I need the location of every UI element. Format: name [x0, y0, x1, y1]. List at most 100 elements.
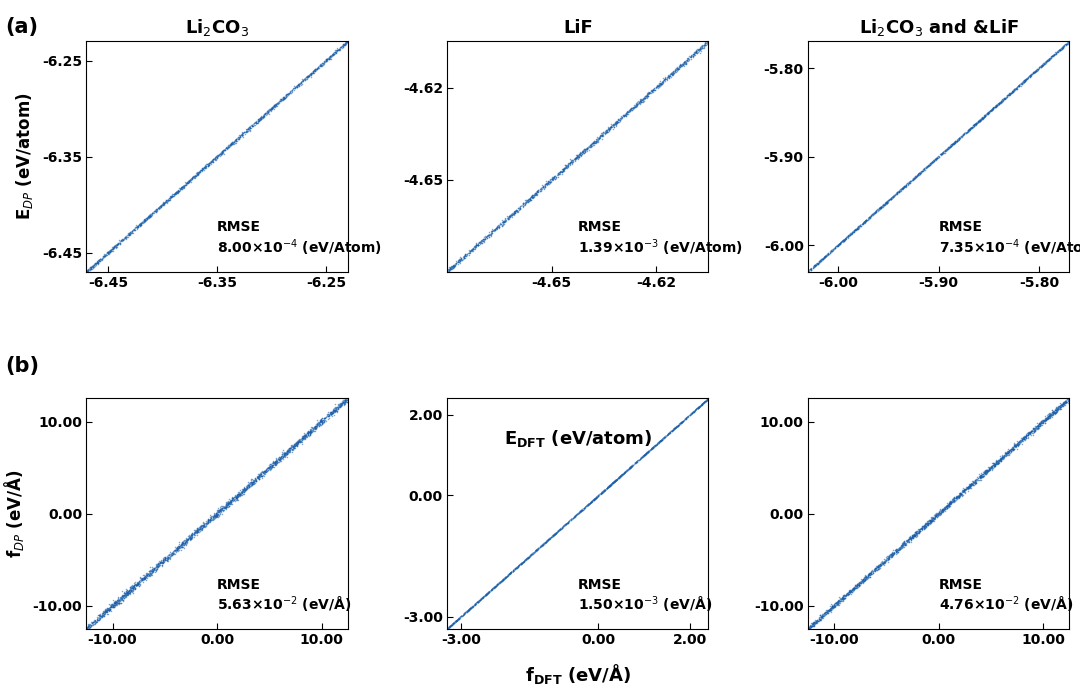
Point [811, 609, 828, 621]
Point [307, 423, 324, 434]
Point [999, 449, 1016, 460]
Point [507, 562, 524, 574]
Point [1009, 437, 1026, 448]
Point [471, 595, 488, 606]
Point [110, 592, 127, 603]
Point [231, 489, 248, 500]
Point [908, 529, 926, 540]
Point [190, 167, 207, 178]
Point [901, 178, 918, 189]
Point [189, 168, 206, 179]
Point [675, 60, 692, 71]
Point [1018, 73, 1036, 84]
Point [299, 429, 316, 440]
Point [642, 86, 659, 97]
Point [552, 166, 569, 177]
Point [640, 87, 658, 98]
Point [204, 512, 221, 523]
Point [252, 471, 269, 482]
Point [656, 432, 673, 443]
Point [297, 430, 314, 441]
Point [305, 66, 322, 77]
Point [544, 172, 562, 183]
Point [158, 556, 175, 567]
Point [206, 511, 224, 522]
Point [1045, 405, 1063, 416]
Point [924, 515, 942, 526]
Point [1053, 399, 1070, 410]
Point [194, 522, 212, 533]
Point [845, 583, 862, 594]
Point [888, 188, 905, 199]
Point [880, 554, 897, 565]
Point [324, 404, 341, 415]
Point [564, 155, 581, 166]
Point [879, 554, 896, 565]
Point [928, 509, 945, 520]
Point [993, 453, 1010, 464]
Point [267, 456, 284, 467]
Point [611, 115, 629, 126]
Point [305, 423, 322, 434]
Point [1034, 417, 1051, 428]
Point [926, 513, 943, 524]
Point [230, 132, 247, 143]
Point [839, 589, 856, 600]
Point [826, 241, 843, 252]
Point [1004, 437, 1022, 448]
Point [958, 127, 975, 138]
Point [550, 525, 567, 536]
Point [558, 517, 576, 528]
Point [807, 260, 824, 271]
Point [201, 158, 218, 169]
Point [171, 542, 188, 553]
Point [600, 481, 618, 492]
Point [517, 553, 535, 565]
Point [850, 580, 867, 591]
Point [135, 216, 152, 227]
Point [940, 141, 957, 152]
Point [842, 589, 860, 600]
Point [837, 589, 854, 600]
Point [811, 256, 828, 267]
Point [696, 41, 713, 52]
Point [537, 179, 554, 190]
Point [954, 488, 971, 499]
Point [1002, 87, 1020, 98]
Point [1017, 433, 1035, 444]
Point [1036, 415, 1053, 426]
Point [483, 228, 500, 239]
Point [441, 621, 458, 632]
Point [692, 44, 710, 55]
Point [511, 560, 528, 571]
Point [296, 428, 313, 439]
Point [867, 207, 885, 218]
Point [677, 413, 694, 424]
Point [971, 115, 988, 126]
Point [240, 480, 257, 491]
Point [1017, 428, 1035, 439]
Point [916, 164, 933, 176]
Point [272, 94, 289, 105]
Point [997, 447, 1014, 458]
Point [247, 474, 265, 485]
Point [1039, 410, 1056, 422]
Point [444, 618, 461, 630]
Point [253, 468, 270, 480]
Point [90, 255, 107, 266]
Point [551, 169, 568, 180]
Point [1053, 42, 1070, 53]
Point [867, 565, 885, 576]
Point [467, 598, 484, 609]
Point [1044, 406, 1062, 417]
Point [1022, 69, 1039, 80]
Point [111, 596, 129, 607]
Point [104, 598, 121, 609]
Point [170, 541, 187, 552]
Point [804, 618, 821, 630]
Point [308, 421, 325, 432]
Point [843, 585, 861, 596]
Point [1027, 422, 1044, 433]
Point [829, 240, 847, 251]
Point [221, 139, 239, 150]
